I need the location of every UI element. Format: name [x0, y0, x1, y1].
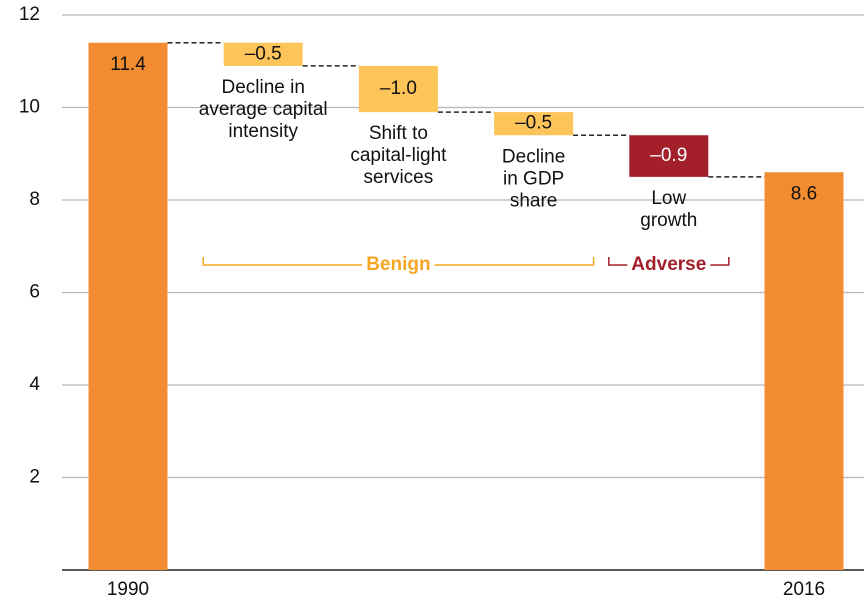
step-label: Shift to: [369, 123, 428, 144]
step-label: capital-light: [350, 145, 447, 166]
value-label: –0.5: [245, 43, 282, 64]
step-label: services: [364, 167, 434, 188]
y-tick-label: 10: [19, 97, 40, 118]
group-label-bg: [362, 262, 435, 268]
value-label: –0.9: [650, 145, 687, 166]
x-tick-label: 2016: [783, 579, 825, 600]
value-label: –0.5: [515, 113, 552, 134]
step-label: Low: [651, 188, 686, 209]
bar: [764, 172, 844, 570]
y-tick-label: 2: [29, 467, 40, 488]
bar: [223, 42, 303, 66]
step-label: in GDP: [503, 168, 564, 189]
y-tick-label: 8: [29, 189, 40, 210]
bar: [358, 65, 438, 113]
value-label: 11.4: [110, 54, 146, 75]
step-label: Decline in: [221, 77, 304, 98]
bar: [88, 42, 168, 570]
step-label: growth: [640, 210, 697, 231]
step-label: intensity: [228, 121, 298, 142]
value-label: –1.0: [380, 78, 417, 99]
value-label: 8.6: [791, 183, 817, 204]
group-label: Benign: [366, 254, 430, 275]
group-label: Adverse: [631, 254, 706, 275]
x-tick-label: 1990: [107, 579, 149, 600]
step-label: average capital: [199, 99, 328, 120]
bar: [494, 112, 574, 136]
y-tick-label: 4: [29, 374, 40, 395]
step-label: share: [510, 190, 558, 211]
y-tick-label: 6: [29, 282, 40, 303]
step-label: Decline: [502, 146, 565, 167]
y-tick-label: 12: [19, 4, 40, 25]
group-label-bg: [627, 262, 711, 268]
bar: [629, 135, 709, 177]
